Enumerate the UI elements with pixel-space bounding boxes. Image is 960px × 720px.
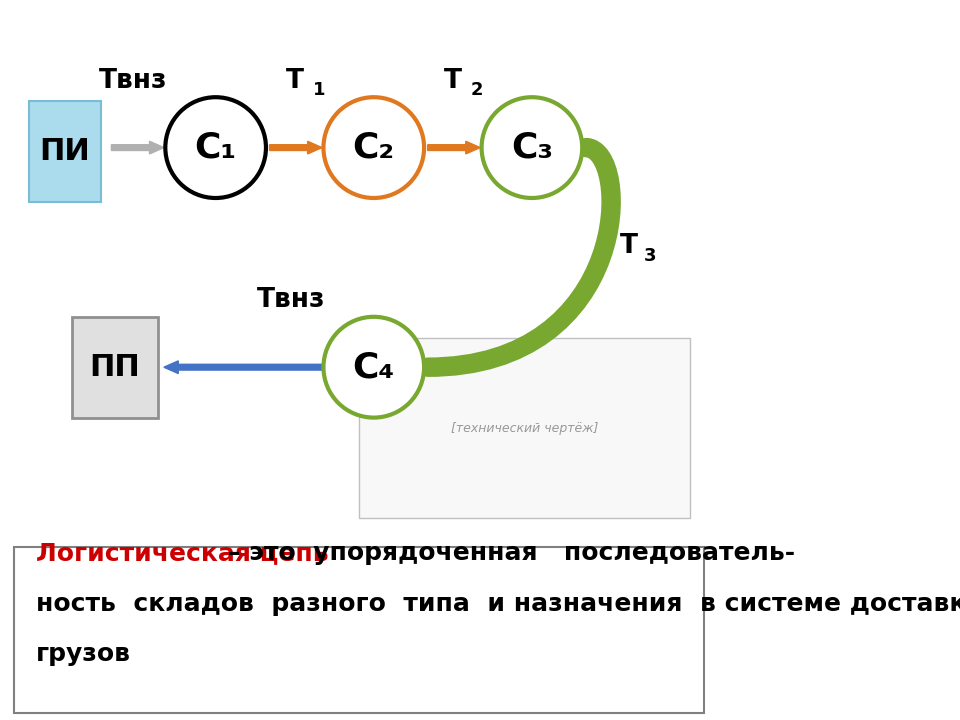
Circle shape: [324, 317, 424, 418]
Text: Твнз: Твнз: [257, 287, 325, 313]
Text: Т: Т: [286, 68, 303, 94]
Text: 2: 2: [470, 81, 483, 99]
Text: С₂: С₂: [352, 130, 395, 165]
Text: грузов: грузов: [36, 642, 131, 666]
Circle shape: [165, 97, 266, 198]
Text: [технический чертёж]: [технический чертёж]: [451, 422, 598, 435]
Text: С₃: С₃: [511, 130, 553, 165]
FancyArrow shape: [164, 361, 422, 374]
Text: – это  упорядоченная   последователь-: – это упорядоченная последователь-: [219, 541, 795, 565]
Text: ПИ: ПИ: [39, 137, 90, 166]
Text: Логистическая цепь: Логистическая цепь: [36, 541, 328, 565]
Text: 3: 3: [643, 247, 656, 265]
FancyArrow shape: [428, 141, 480, 154]
Text: Т: Т: [620, 233, 638, 259]
Text: Т: Т: [444, 68, 462, 94]
Text: Твнз: Твнз: [99, 68, 167, 94]
FancyBboxPatch shape: [29, 101, 101, 202]
FancyArrow shape: [270, 141, 322, 154]
Text: ПП: ПП: [89, 353, 140, 382]
FancyBboxPatch shape: [14, 547, 705, 713]
FancyBboxPatch shape: [359, 338, 690, 518]
Text: 1: 1: [313, 81, 325, 99]
Text: С₁: С₁: [195, 130, 237, 165]
Text: ность  складов  разного  типа  и назначения  в системе доставки: ность складов разного типа и назначения …: [36, 592, 960, 616]
Circle shape: [482, 97, 582, 198]
FancyArrow shape: [111, 141, 164, 154]
Circle shape: [324, 97, 424, 198]
FancyBboxPatch shape: [72, 317, 158, 418]
Text: С₄: С₄: [352, 350, 395, 384]
